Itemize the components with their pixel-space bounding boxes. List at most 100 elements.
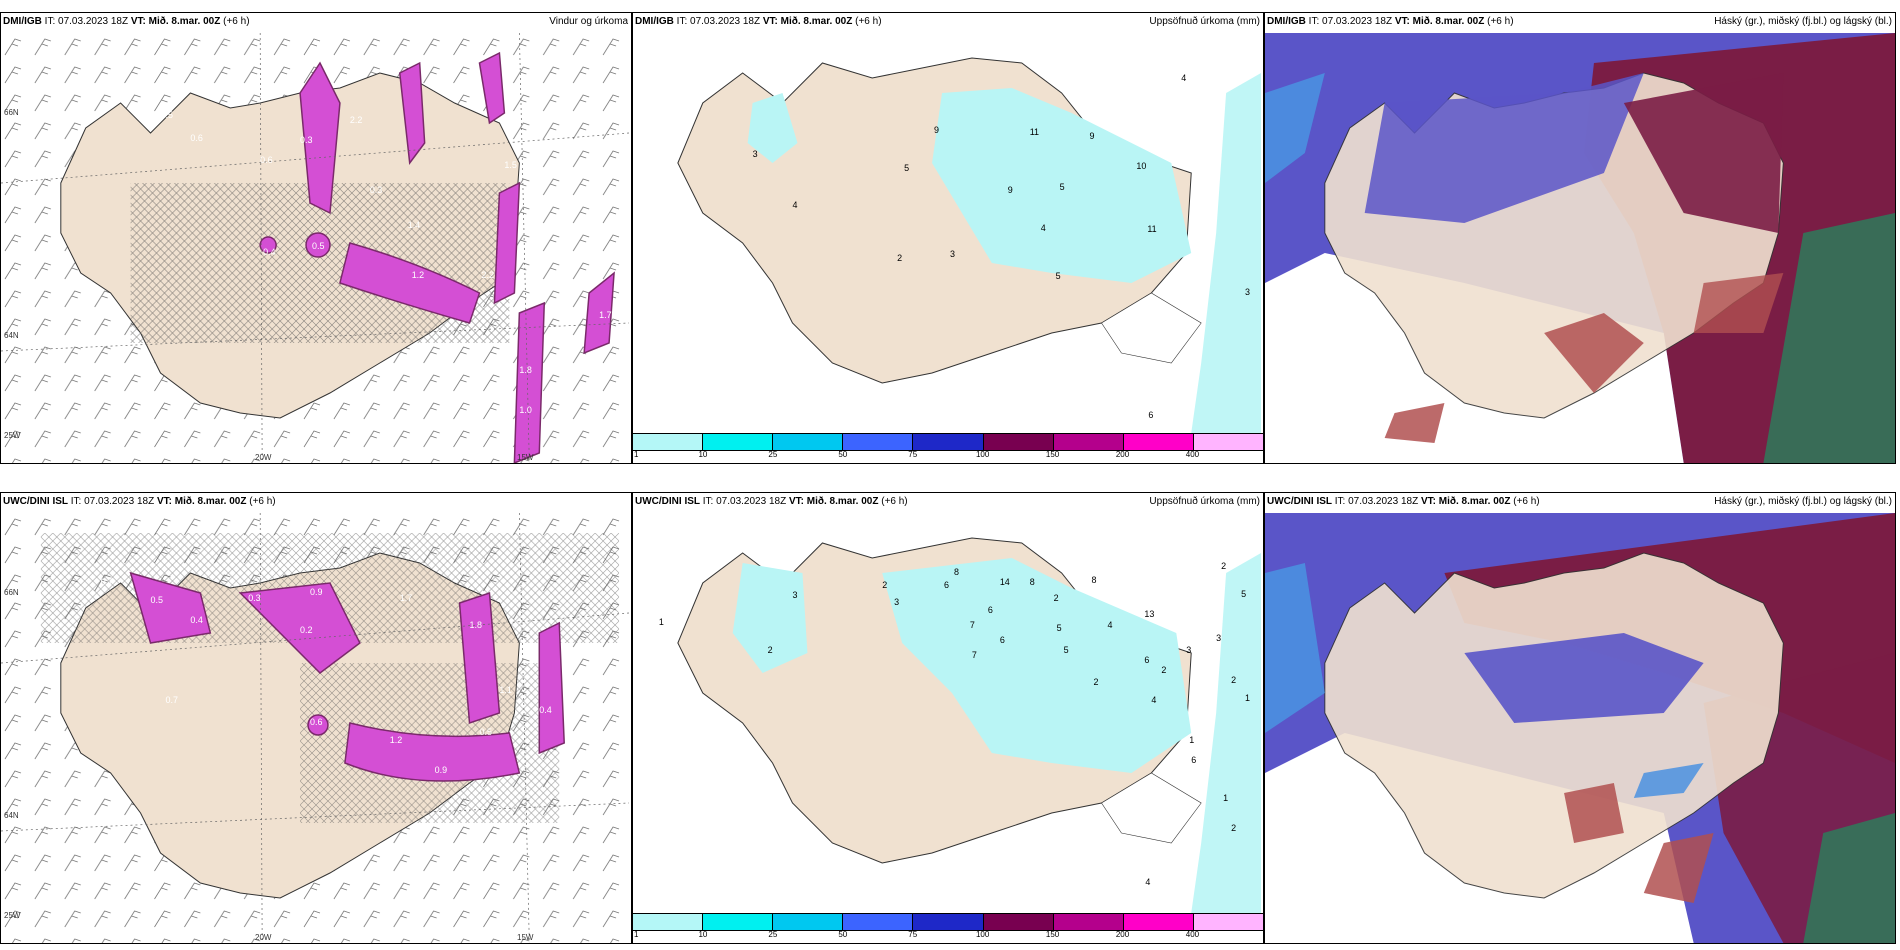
precip-label: 0.6: [190, 133, 202, 143]
precip-label: 0.4: [539, 705, 551, 715]
colorbar-label: 1: [634, 930, 639, 939]
map-accumulated-precip: 1 2 3 2 3 6 8 14 8 2 8 5 6 7 7 6 4 13 6 …: [633, 513, 1263, 913]
precip-label: 0.6: [310, 717, 322, 727]
accum-label: 1: [1245, 693, 1250, 703]
axis-label-20w: 20W: [255, 933, 272, 942]
model-name: UWC/DINI ISL: [635, 496, 700, 507]
axis-label-66n: 66N: [4, 588, 19, 597]
colorbar-label: 150: [1045, 450, 1060, 459]
accum-label: 4: [1041, 223, 1046, 233]
colorbar-label: 75: [908, 930, 918, 939]
axis-label-25w: 25W: [4, 911, 21, 920]
panel-bottom-middle: UWC/DINI ISL IT: 07.03.2023 18Z VT: Mið.…: [632, 492, 1264, 944]
lead-time: (+6 h): [1513, 496, 1540, 507]
accum-label: 3: [894, 597, 899, 607]
precip-label: 1.8: [470, 620, 482, 630]
panel-header: UWC/DINI ISL IT: 07.03.2023 18Z VT: Mið.…: [635, 496, 1260, 510]
model-name: DMI/IGB: [3, 16, 42, 27]
accum-label: 1: [659, 617, 664, 627]
precip-label: 2.2: [350, 115, 362, 125]
init-time: 07.03.2023 18Z: [58, 16, 129, 27]
colorbar-label: 200: [1115, 450, 1130, 459]
colorbar-label: 25: [768, 930, 778, 939]
panel-header: UWC/DINI ISL IT: 07.03.2023 18Z VT: Mið.…: [1267, 496, 1892, 510]
map-wind-precip: 0.5 0.6 0.6 2.2 0.3 1.4 1.2 2.2 1.5 0.4 …: [1, 33, 631, 463]
valid-time: Mið. 8.mar. 00Z: [1438, 496, 1511, 507]
accum-label: 6: [1148, 410, 1153, 420]
init-time: 07.03.2023 18Z: [1322, 16, 1393, 27]
colorbar-swatch: [1193, 434, 1263, 450]
precip-label: 0.5: [312, 241, 324, 251]
valid-time: Mið. 8.mar. 00Z: [148, 16, 221, 27]
precip-label: 1.7: [400, 593, 412, 603]
panel-title: Uppsöfnuð úrkoma (mm): [1149, 496, 1260, 507]
panel-bottom-left: UWC/DINI ISL IT: 07.03.2023 18Z VT: Mið.…: [0, 492, 632, 944]
precip-label: 0.6: [260, 155, 272, 165]
model-name: UWC/DINI ISL: [1267, 496, 1332, 507]
precip-label: 1.2: [412, 270, 424, 280]
precip-label: 1.4: [408, 220, 420, 230]
colorbar-swatch: [843, 434, 914, 450]
accum-label: 7: [972, 650, 977, 660]
accum-label: 3: [1216, 633, 1221, 643]
precip-label: 0.5: [160, 110, 172, 120]
accum-label: 5: [1241, 589, 1246, 599]
colorbar-swatch: [983, 434, 1054, 450]
panel-bottom-right: UWC/DINI ISL IT: 07.03.2023 18Z VT: Mið.…: [1264, 492, 1896, 944]
vt-label: VT:: [762, 16, 778, 27]
lead-time: (+6 h): [855, 16, 882, 27]
axis-label-64n: 64N: [4, 331, 19, 340]
precip-label: 0.6: [549, 85, 561, 95]
iceland-land: [1324, 552, 1784, 899]
precip-label: 1.5: [504, 160, 516, 170]
it-label: IT:: [70, 496, 82, 507]
precip-label: 2.2: [481, 270, 493, 280]
accum-label: 3: [1186, 645, 1191, 655]
accum-label: 2: [768, 645, 773, 655]
init-time: 07.03.2023 18Z: [690, 16, 761, 27]
panel-title: Háský (gr.), miðský (fj.bl.) og lágský (…: [1714, 496, 1892, 507]
accum-label: 5: [1056, 271, 1061, 281]
accum-label: 2: [897, 253, 902, 263]
panel-title: Háský (gr.), miðský (fj.bl.) og lágský (…: [1714, 16, 1892, 27]
map-cloud-layers: [1265, 33, 1895, 463]
accum-label: 9: [1090, 131, 1095, 141]
precip-colorbar: 1 10 25 50 75 100 150 200 400: [633, 913, 1263, 939]
colorbar-label: 25: [768, 450, 778, 459]
colorbar-label: 50: [838, 450, 848, 459]
accum-label: 5: [904, 163, 909, 173]
colorbar-label: 1: [634, 450, 639, 459]
lead-time: (+6 h): [223, 16, 250, 27]
valid-time: Mið. 8.mar. 00Z: [1412, 16, 1485, 27]
panel-title: Vindur og úrkoma: [549, 16, 628, 27]
accum-label: 5: [1057, 623, 1062, 633]
vt-label: VT:: [130, 16, 146, 27]
panel-top-middle: DMI/IGB IT: 07.03.2023 18Z VT: Mið. 8.ma…: [632, 12, 1264, 464]
vt-label: VT:: [1420, 496, 1436, 507]
accum-label: 4: [1151, 695, 1156, 705]
colorbar-label: 10: [698, 930, 708, 939]
colorbar-swatch: [703, 914, 774, 930]
it-label: IT:: [676, 16, 688, 27]
accum-label: 3: [753, 149, 758, 159]
init-time: 07.03.2023 18Z: [84, 496, 155, 507]
accum-label: 6: [1144, 655, 1149, 665]
accum-label: 2: [1094, 677, 1099, 687]
precip-label: 1.1: [499, 685, 511, 695]
precip-label: 1.8: [519, 365, 531, 375]
it-label: IT:: [702, 496, 714, 507]
map-cloud-layers: [1265, 513, 1895, 943]
precip-label: 0.3: [248, 593, 260, 603]
precip-label: 0.7: [165, 695, 177, 705]
vt-label: VT:: [1394, 16, 1410, 27]
accum-label: 3: [950, 249, 955, 259]
axis-label-15w: 15W: [517, 453, 534, 462]
panel-header: UWC/DINI ISL IT: 07.03.2023 18Z VT: Mið.…: [3, 496, 628, 510]
accum-label: 4: [792, 200, 797, 210]
precip-label: 0.2: [300, 625, 312, 635]
precip-label: 0.5: [151, 595, 163, 605]
colorbar-labels: 1 10 25 50 75 100 150 200 400: [633, 450, 1263, 459]
colorbar-swatch: [1053, 434, 1124, 450]
colorbar-swatch: [633, 434, 704, 450]
accum-label: 2: [1161, 665, 1166, 675]
